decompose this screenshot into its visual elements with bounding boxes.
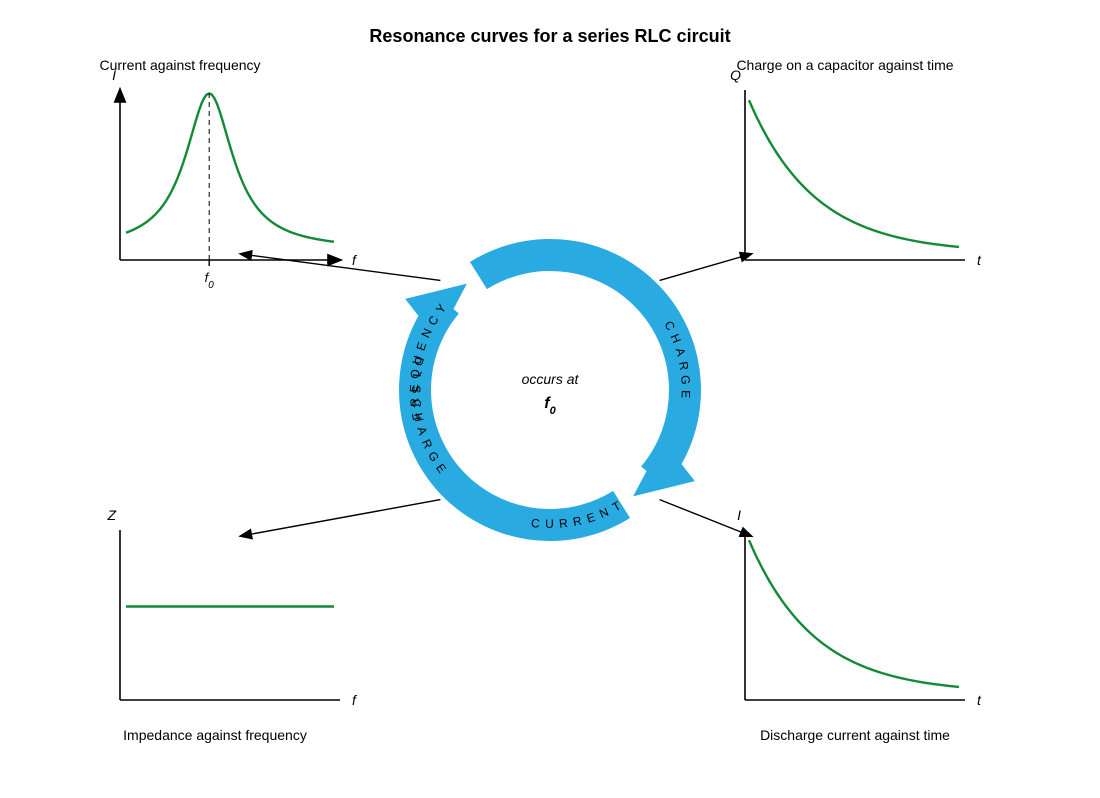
svg-text:U: U bbox=[545, 517, 555, 531]
svg-text:Current against frequency: Current against frequency bbox=[99, 57, 260, 73]
panel-discharge-current-vs-time: t I Discharge current against time bbox=[660, 500, 982, 743]
svg-text:I: I bbox=[737, 507, 741, 523]
page-title: Resonance curves for a series RLC circui… bbox=[369, 26, 730, 46]
svg-text:Discharge current against time: Discharge current against time bbox=[760, 727, 950, 743]
resonance-diagram: Resonance curves for a series RLC circui… bbox=[0, 0, 1100, 798]
svg-text:C: C bbox=[530, 516, 541, 531]
svg-text:Charge on a capacitor against: Charge on a capacitor against time bbox=[736, 57, 953, 73]
svg-text:f: f bbox=[352, 692, 358, 708]
svg-text:Impedance against frequency: Impedance against frequency bbox=[123, 727, 307, 743]
svg-text:f: f bbox=[352, 252, 358, 268]
svg-text:G: G bbox=[678, 375, 693, 386]
svg-text:E: E bbox=[679, 390, 693, 400]
svg-text:f0: f0 bbox=[544, 395, 556, 417]
svg-text:Z: Z bbox=[106, 507, 116, 523]
occurs-at-annotation: occurs at f0 bbox=[522, 371, 580, 417]
svg-text:f0: f0 bbox=[205, 270, 215, 291]
svg-text:t: t bbox=[977, 252, 982, 268]
svg-text:S: S bbox=[409, 385, 423, 394]
cycle-ring bbox=[399, 239, 701, 541]
svg-text:t: t bbox=[977, 692, 982, 708]
panel-current-vs-frequency: fICurrent against frequencyf0 bbox=[99, 57, 440, 291]
svg-text:occurs at: occurs at bbox=[522, 371, 580, 387]
panel-impedance-vs-frequency: f Z Impedance against frequency bbox=[106, 500, 440, 743]
panel-charge-vs-time: tQCharge on a capacitor against time bbox=[660, 57, 982, 280]
svg-text:C: C bbox=[409, 398, 424, 409]
svg-text:R: R bbox=[558, 516, 569, 531]
